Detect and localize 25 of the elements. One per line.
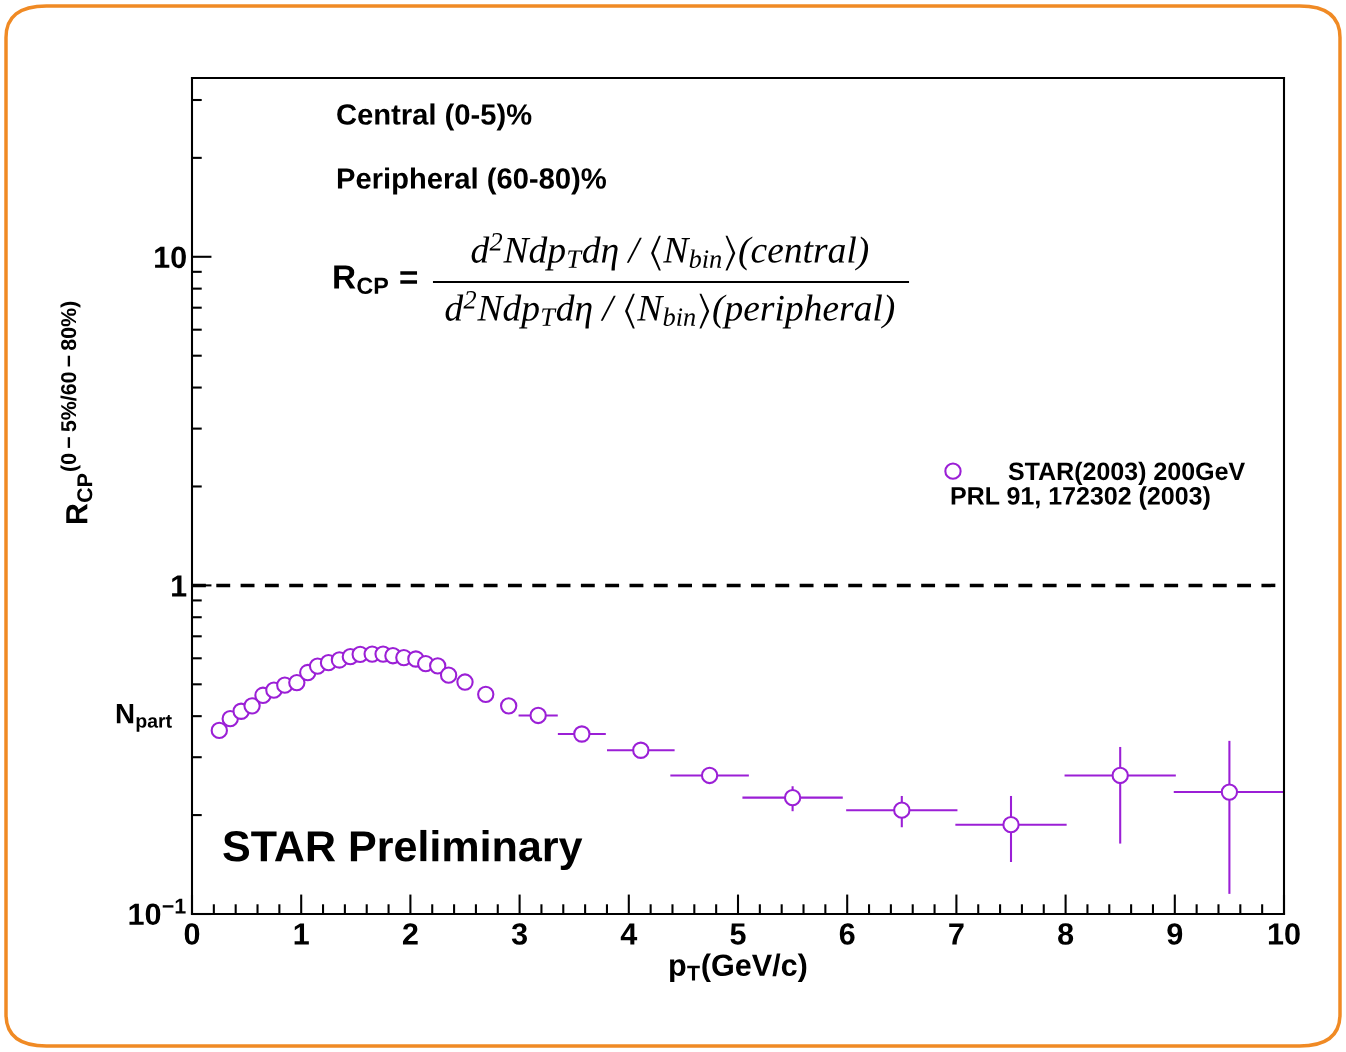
annotation: d$^{2}$Ndp$_{T}$dη / ⟨N$_{bin}$⟩(peripheral) <box>445 291 895 329</box>
x-tick-label: 6 <box>839 923 855 945</box>
legend-label: STAR(2003) 200GeV <box>1008 461 1245 486</box>
y-tick-label: 10 <box>155 246 186 269</box>
annotation: d$^{2}$Ndp$_{T}$dη / ⟨N$_{bin}$⟩(central) <box>471 233 869 271</box>
y-tick-label: 10$^{−1}$ <box>129 898 186 926</box>
annotation: Peripheral (60-80)% <box>337 167 606 195</box>
annotation: PRL 91, 172302 (2003) <box>951 486 1210 510</box>
x-tick-label: 7 <box>949 923 964 945</box>
annotation: R$_{CP}$ = <box>334 265 418 295</box>
x-tick-label: 3 <box>511 923 527 945</box>
y-axis-title: R$_{CP}$$^{(0−5%/60−80%)}$ <box>60 301 93 524</box>
x-tick-label: 2 <box>402 923 418 945</box>
x-tick-label: 8 <box>1058 923 1074 945</box>
x-tick-label: 5 <box>730 923 746 945</box>
x-tick-label: 9 <box>1167 923 1183 945</box>
x-axis-title: p$_{T}$(GeV/c) <box>670 953 807 983</box>
x-tick-label: 1 <box>294 923 309 945</box>
y-tick-label: 1 <box>172 575 187 597</box>
x-tick-label: 0 <box>184 923 200 945</box>
text: N$_{part}$ <box>116 704 172 732</box>
x-tick-label: 10 <box>1268 923 1300 945</box>
annotation: Central (0-5)% <box>337 103 532 131</box>
annotation: STAR Preliminary <box>223 829 583 871</box>
x-tick-label: 4 <box>620 923 638 945</box>
